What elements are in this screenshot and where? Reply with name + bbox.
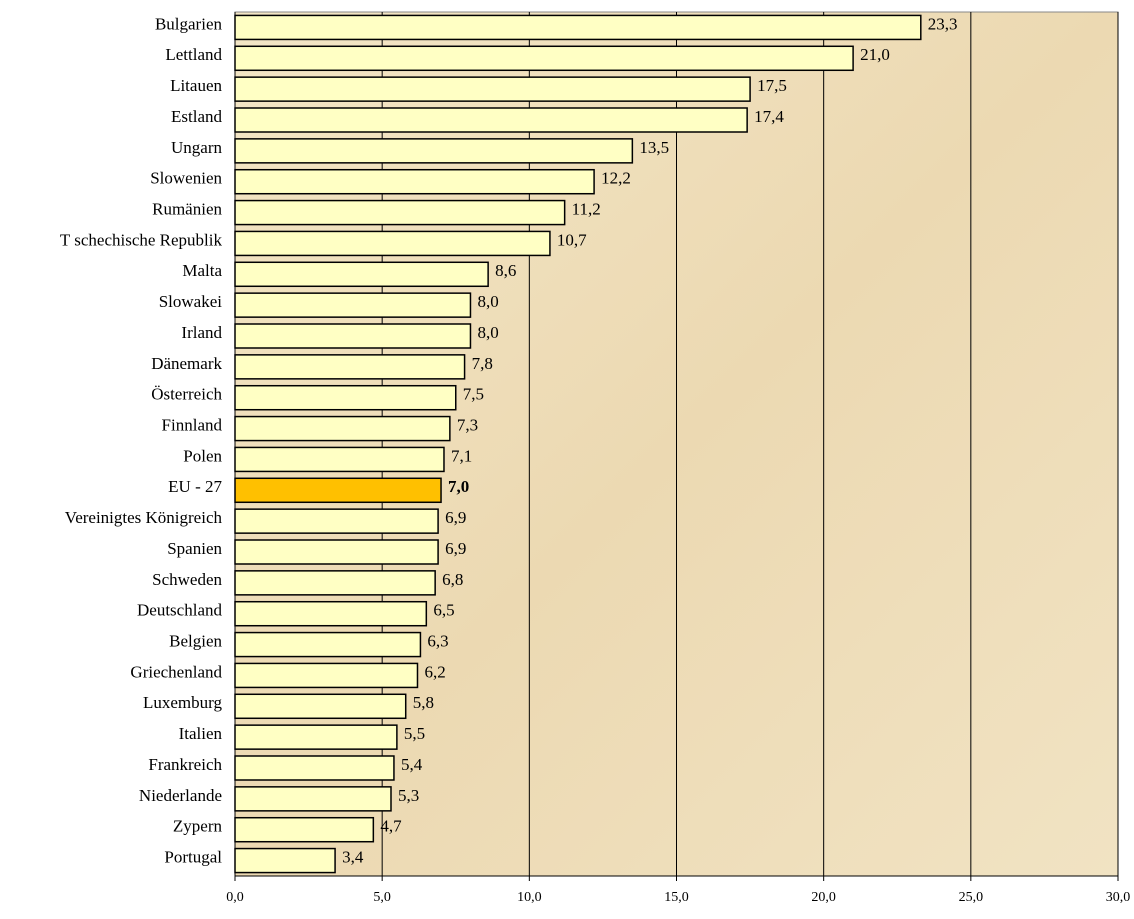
value-label: 6,8 bbox=[442, 570, 463, 589]
bar bbox=[234, 816, 375, 843]
value-label: 7,1 bbox=[451, 446, 472, 465]
bar bbox=[234, 600, 428, 627]
y-tick-label: Italien bbox=[179, 724, 223, 743]
value-label: 10,7 bbox=[557, 230, 587, 249]
y-tick-label: Niederlande bbox=[139, 786, 222, 805]
y-tick-label: Deutschland bbox=[137, 601, 222, 620]
bar bbox=[234, 415, 451, 442]
bar bbox=[234, 199, 566, 226]
bar bbox=[234, 230, 551, 257]
bar bbox=[234, 76, 751, 102]
value-label: 7,8 bbox=[472, 354, 493, 373]
value-label: 6,2 bbox=[424, 662, 445, 681]
value-label: 5,5 bbox=[404, 724, 425, 743]
x-tick-label: 25,0 bbox=[959, 890, 984, 905]
value-label: 8,6 bbox=[495, 261, 516, 280]
x-tick-label: 10,0 bbox=[517, 890, 542, 905]
value-label: 5,4 bbox=[401, 755, 423, 774]
value-label: 23,3 bbox=[928, 14, 958, 33]
value-label: 7,0 bbox=[448, 477, 469, 496]
bar bbox=[234, 539, 439, 565]
bar bbox=[234, 477, 442, 504]
y-tick-label: Ungarn bbox=[171, 138, 222, 157]
bar bbox=[234, 168, 595, 195]
bar bbox=[234, 354, 466, 380]
y-tick-label: Litauen bbox=[170, 76, 222, 95]
y-tick-label: Vereinigtes Königreich bbox=[65, 508, 223, 527]
bar bbox=[234, 323, 472, 349]
y-tick-label: T schechische Republik bbox=[60, 230, 223, 249]
bar bbox=[234, 786, 392, 812]
y-tick-label: Finnland bbox=[162, 415, 223, 434]
value-label: 17,4 bbox=[754, 107, 784, 126]
bar bbox=[234, 847, 336, 874]
y-tick-label: Estland bbox=[171, 107, 222, 126]
y-tick-label: Dänemark bbox=[151, 354, 222, 373]
y-tick-label: Griechenland bbox=[130, 662, 222, 681]
bar bbox=[234, 662, 419, 689]
bar bbox=[234, 755, 395, 781]
y-tick-label: Belgien bbox=[169, 631, 222, 650]
value-label: 7,5 bbox=[463, 385, 484, 404]
bar bbox=[234, 693, 407, 720]
value-label: 6,9 bbox=[445, 539, 466, 558]
y-tick-label: Spanien bbox=[167, 539, 222, 558]
y-tick-label: Österreich bbox=[151, 385, 222, 404]
y-tick-label: Slowenien bbox=[150, 169, 222, 188]
y-tick-label: Malta bbox=[182, 261, 222, 280]
bar bbox=[234, 724, 398, 750]
x-tick-label: 30,0 bbox=[1106, 890, 1131, 905]
value-label: 12,2 bbox=[601, 169, 631, 188]
x-tick-label: 20,0 bbox=[811, 890, 836, 905]
bar bbox=[234, 384, 457, 411]
value-label: 6,9 bbox=[445, 508, 466, 527]
value-label: 8,0 bbox=[477, 292, 498, 311]
value-label: 3,4 bbox=[342, 847, 364, 866]
bar bbox=[234, 631, 422, 658]
bar bbox=[234, 508, 439, 534]
y-tick-label: EU - 27 bbox=[168, 477, 222, 496]
bar bbox=[234, 138, 634, 164]
bar bbox=[234, 107, 748, 133]
y-tick-label: Irland bbox=[181, 323, 222, 342]
bar bbox=[234, 14, 922, 41]
value-label: 6,3 bbox=[427, 631, 448, 650]
y-tick-label: Slowakei bbox=[159, 292, 223, 311]
y-tick-label: Schweden bbox=[152, 570, 222, 589]
value-label: 21,0 bbox=[860, 45, 890, 64]
y-tick-label: Frankreich bbox=[148, 755, 222, 774]
bar bbox=[234, 446, 445, 473]
bar bbox=[234, 261, 489, 288]
y-tick-label: Lettland bbox=[165, 45, 222, 64]
y-tick-label: Portugal bbox=[164, 847, 222, 866]
y-tick-label: Bulgarien bbox=[155, 14, 223, 33]
x-tick-label: 5,0 bbox=[373, 890, 391, 905]
y-tick-label: Polen bbox=[183, 446, 222, 465]
value-label: 5,3 bbox=[398, 786, 419, 805]
bar bbox=[234, 570, 436, 596]
y-tick-label: Luxemburg bbox=[143, 693, 223, 712]
value-label: 11,2 bbox=[572, 199, 601, 218]
value-label: 4,7 bbox=[380, 817, 402, 836]
bar bbox=[234, 45, 854, 72]
value-label: 5,8 bbox=[413, 693, 434, 712]
value-label: 13,5 bbox=[639, 138, 669, 157]
value-label: 7,3 bbox=[457, 415, 478, 434]
x-tick-label: 0,0 bbox=[226, 890, 244, 905]
y-tick-label: Zypern bbox=[173, 817, 223, 836]
value-label: 6,5 bbox=[433, 601, 454, 620]
x-tick-label: 15,0 bbox=[664, 890, 689, 905]
value-label: 17,5 bbox=[757, 76, 787, 95]
bar bbox=[234, 292, 472, 318]
y-tick-label: Rumänien bbox=[152, 199, 222, 218]
value-label: 8,0 bbox=[477, 323, 498, 342]
